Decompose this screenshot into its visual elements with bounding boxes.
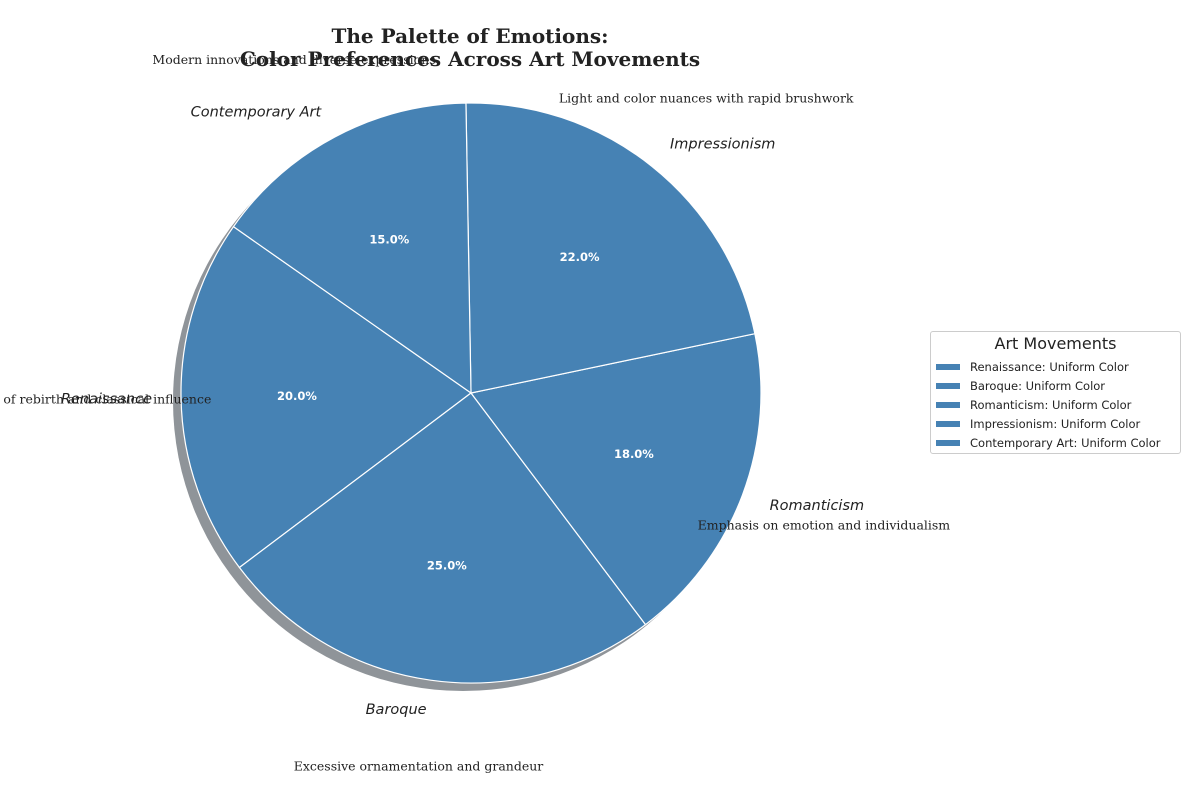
legend-swatch — [936, 402, 960, 408]
chart-subtitle: Color Preferences Across Art Movements — [240, 47, 700, 71]
legend-label: Contemporary Art: Uniform Color — [970, 436, 1161, 450]
legend-item-impressionism: Impressionism: Uniform Color — [936, 415, 1140, 433]
legend: Art Movements Renaissance: Uniform Color… — [930, 331, 1181, 454]
category-label-renaissance: Renaissance — [61, 392, 152, 408]
pie-slice-romanticism — [469, 332, 762, 626]
pct-label-baroque: 25.0% — [427, 558, 467, 572]
annotation-impressionism: Light and color nuances with rapid brush… — [559, 90, 854, 105]
category-label-impressionism: Impressionism — [670, 137, 775, 153]
pct-label-contemporary-art: 15.0% — [369, 232, 409, 246]
legend-swatch — [936, 383, 960, 389]
annotation-romanticism: Emphasis on emotion and individualism — [698, 518, 951, 533]
pct-label-impressionism: 22.0% — [560, 250, 600, 264]
legend-swatch — [936, 440, 960, 446]
annotation-renaissance: Era of rebirth and classical influence — [0, 392, 211, 407]
legend-label: Romanticism: Uniform Color — [970, 398, 1132, 412]
annotation-contemporary-art: Modern innovations and diverse expressio… — [152, 52, 435, 67]
legend-label: Baroque: Uniform Color — [970, 379, 1106, 393]
pie-slice-contemporary-art — [232, 102, 472, 395]
pie-slice-renaissance — [180, 225, 473, 569]
legend-title: Art Movements — [994, 334, 1117, 353]
chart-title: The Palette of Emotions: — [331, 24, 608, 48]
pie-slice-impressionism — [465, 102, 756, 394]
legend-item-contemporary-art: Contemporary Art: Uniform Color — [936, 434, 1160, 452]
legend-item-romanticism: Romanticism: Uniform Color — [936, 396, 1131, 414]
pct-label-romanticism: 18.0% — [614, 447, 654, 461]
legend-swatch — [936, 364, 960, 370]
pct-label-renaissance: 20.0% — [277, 389, 317, 403]
legend-label: Impressionism: Uniform Color — [970, 417, 1141, 431]
legend-item-renaissance: Renaissance: Uniform Color — [936, 358, 1129, 376]
category-label-contemporary-art: Contemporary Art — [191, 104, 323, 120]
category-label-baroque: Baroque — [366, 702, 427, 718]
legend-item-baroque: Baroque: Uniform Color — [936, 377, 1105, 395]
legend-label: Renaissance: Uniform Color — [970, 360, 1129, 374]
category-label-romanticism: Romanticism — [770, 498, 865, 514]
annotation-baroque: Excessive ornamentation and grandeur — [294, 758, 544, 773]
legend-swatch — [936, 421, 960, 427]
pie-slice-baroque — [238, 392, 647, 684]
